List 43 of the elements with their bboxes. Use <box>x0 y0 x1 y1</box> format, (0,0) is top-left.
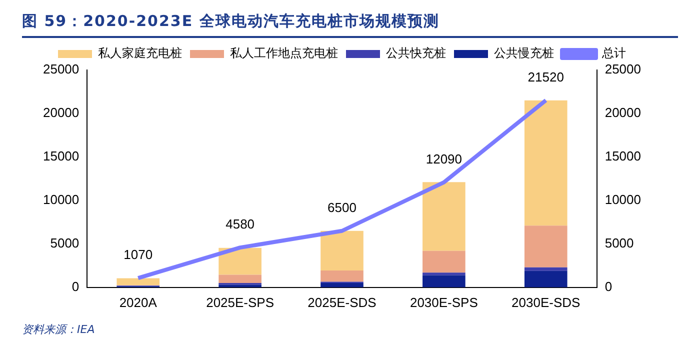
data-label: 12090 <box>426 151 462 166</box>
data-label: 4580 <box>226 216 255 232</box>
y2-tick-label: 0 <box>604 278 612 294</box>
y2-tick-label: 5000 <box>604 236 634 250</box>
bar <box>320 230 364 270</box>
legend-label: 私人工作地点充电桩 <box>230 46 338 60</box>
data-label: 6500 <box>328 200 356 215</box>
x-tick-label: 2030E-SPS <box>410 294 478 310</box>
bar <box>524 270 568 288</box>
bar <box>524 226 568 268</box>
y2-tick-label: 15000 <box>604 148 642 164</box>
x-tick-label: 2030E-SDS <box>512 294 581 310</box>
x-tick-label: 2020A <box>119 294 158 310</box>
bar <box>422 272 466 276</box>
legend-label: 总计 <box>601 46 626 60</box>
bar <box>218 248 262 275</box>
bar <box>524 100 568 226</box>
y2-tick-label: 25000 <box>604 62 642 77</box>
bar <box>116 278 160 286</box>
y-tick-label: 5000 <box>50 236 80 250</box>
text: 资料来源：IEA <box>22 322 95 337</box>
y2-tick-label: 20000 <box>604 105 642 120</box>
bar <box>422 275 466 288</box>
legend-label: 公共快充桩 <box>386 46 446 60</box>
legend-label: 私人家庭充电桩 <box>98 46 182 60</box>
bar <box>422 250 466 273</box>
x-tick-label: 2025E-SDS <box>308 294 377 310</box>
bar <box>422 182 466 251</box>
y-tick-label: 0 <box>72 278 80 294</box>
y-tick-label: 15000 <box>42 148 80 164</box>
data-label: 1070 <box>124 247 153 262</box>
data-label: 21520 <box>528 69 564 84</box>
y-tick-label: 10000 <box>42 192 80 208</box>
legend-label: 公共慢充桩 <box>494 46 554 60</box>
bar <box>218 274 262 284</box>
y-tick-label: 20000 <box>42 105 80 120</box>
y2-tick-label: 10000 <box>604 192 642 208</box>
bar <box>320 283 364 288</box>
y-tick-label: 25000 <box>42 62 80 77</box>
chart-title: 图 59：2020-2023E 全球电动汽车充电桩市场规模预测 <box>22 12 440 31</box>
x-tick-label: 2025E-SPS <box>206 294 274 310</box>
bar <box>320 270 364 282</box>
bar <box>524 267 568 271</box>
